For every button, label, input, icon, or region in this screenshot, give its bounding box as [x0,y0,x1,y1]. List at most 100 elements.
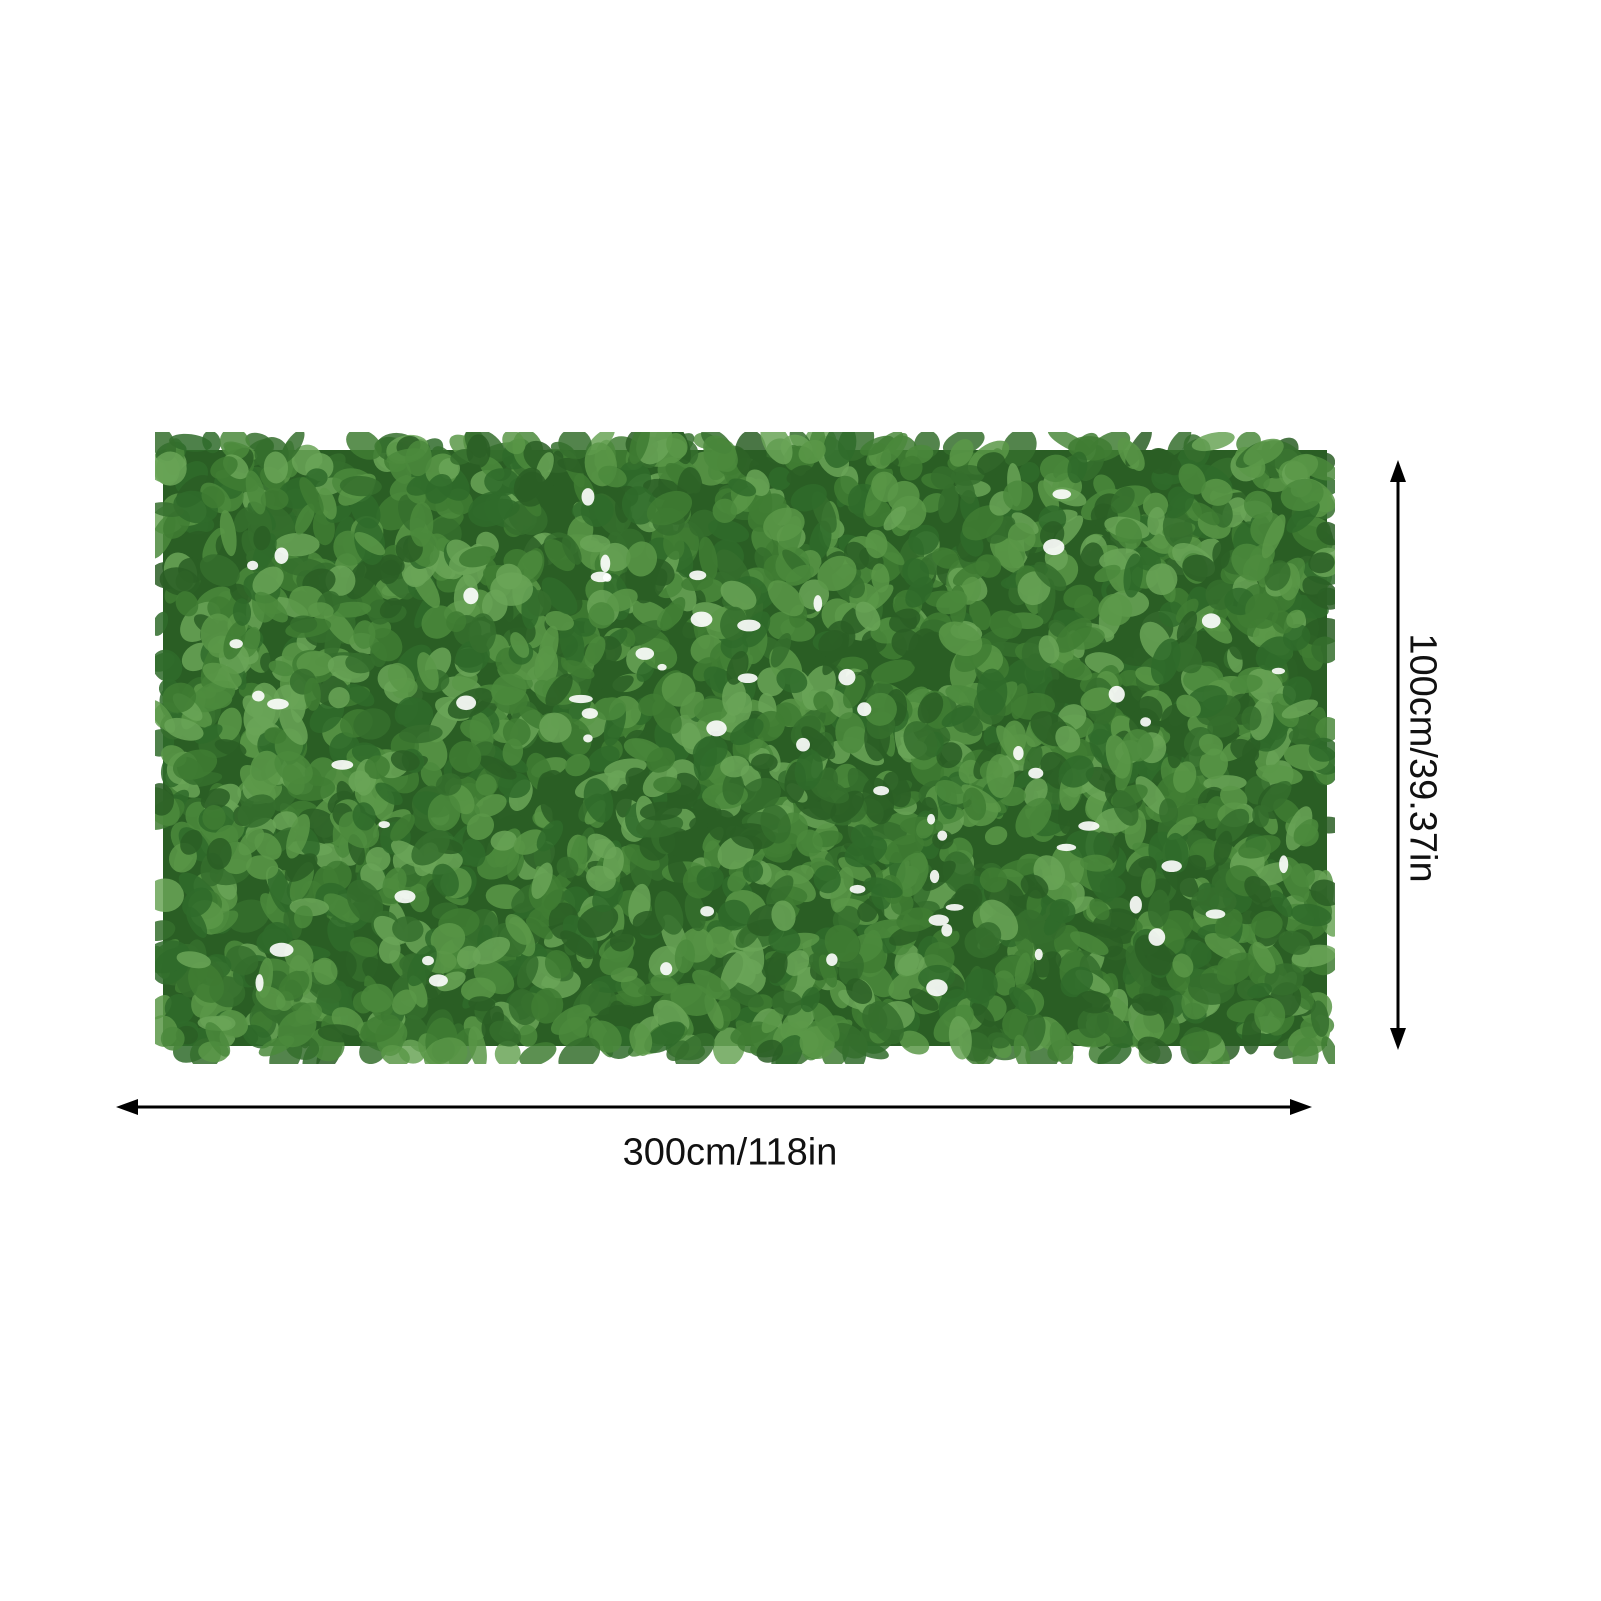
leaf [1060,966,1094,998]
leaf [360,983,394,1013]
leaf [274,751,313,785]
leaf [751,753,778,773]
leaf-gap [737,673,758,684]
leaf [408,883,430,913]
leaf-gap [331,760,354,770]
leaf [640,637,678,671]
leaf [562,660,595,680]
width-arrow [116,1099,1312,1115]
leaf [1172,953,1194,978]
leaf [663,530,685,560]
leaf-gap [690,611,713,627]
leaf [513,467,543,502]
leaf [1280,478,1324,511]
leaf [924,941,955,974]
leaf [245,470,266,515]
leaf [653,776,682,793]
leaf [466,434,491,469]
leaf [201,486,225,509]
leaf [1229,674,1263,694]
leaf [459,546,497,568]
leaf [323,608,356,645]
leaf [1062,659,1085,679]
leaf [629,432,650,465]
leaf [202,662,242,689]
leaf [1252,941,1276,974]
leaf [1008,987,1036,1016]
leaf [489,1020,521,1047]
leaf [1260,780,1292,813]
leaf-gap [581,708,598,719]
leaf [654,890,684,935]
leaf [290,615,318,633]
leaf [1094,564,1121,583]
leaf-gap [706,720,727,737]
leaf [1191,502,1220,526]
leaf [1020,874,1049,899]
leaf [1311,636,1335,664]
leaf [1190,887,1237,917]
leaf-gap [873,786,890,796]
leaf [164,717,204,741]
leaf [354,531,386,556]
leaf-gap [274,547,289,564]
leaf-gap [590,571,611,583]
leaf [1014,952,1031,988]
leaf [214,739,247,757]
leaf-gap [929,869,940,884]
leaf [989,534,1025,574]
leaf [1212,541,1230,569]
leaf [1038,635,1060,664]
leaf [896,907,936,932]
leaf [1167,742,1182,769]
leaf [588,602,615,629]
leaf [1074,432,1099,457]
leaf [1098,593,1133,626]
leaf-gap [857,702,872,717]
leaf [539,712,572,743]
leaf [692,969,731,1001]
leaf [712,498,738,524]
leaf [260,893,290,929]
leaf [559,621,585,667]
leaf [979,867,1008,893]
leaf [707,809,737,841]
leaf [987,1032,1011,1049]
leaf [1173,761,1197,793]
leaf [661,672,696,707]
leaf [768,467,792,491]
leaf-gap [689,570,707,581]
leaf [1125,945,1152,988]
leaf [868,1000,905,1045]
leaf [155,502,184,517]
leaf-gap [849,884,866,894]
leaf [1245,593,1279,629]
leaf [949,439,974,467]
leaf [1261,514,1286,559]
leaf [1133,1010,1165,1044]
leaf [615,783,632,818]
leaf [934,780,967,805]
leaf-gap [1205,909,1226,919]
leaf [810,778,850,804]
leaf-gap [267,698,289,710]
leaf [155,649,183,683]
leaf [217,707,242,742]
leaf [1066,829,1111,860]
leaf [1141,867,1156,898]
leaf [674,939,695,974]
height-arrow [1390,460,1406,1050]
leaf [160,1026,185,1051]
leaf [646,747,676,773]
leaf [1080,854,1113,872]
leaf [948,1016,972,1060]
leaf [1039,454,1072,483]
leaf [330,601,372,618]
leaf [705,926,735,958]
leaf [1243,490,1272,519]
leaf [468,491,513,527]
leaf-gap [1052,489,1072,500]
leaf [1238,835,1281,859]
leaf [720,580,757,610]
